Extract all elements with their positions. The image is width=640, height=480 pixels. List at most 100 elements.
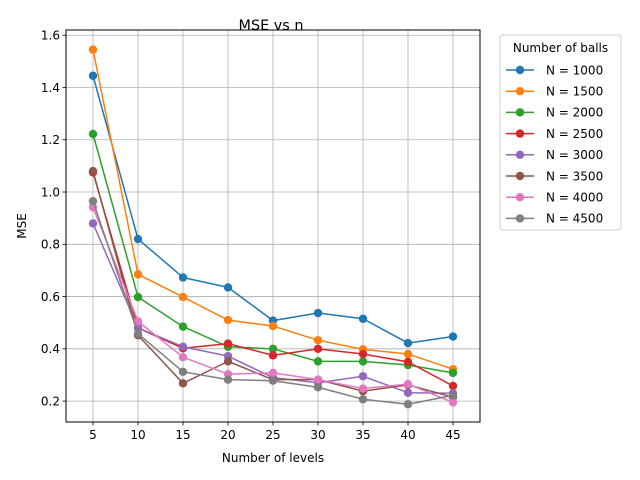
axis-ticks: 5 10 15 20 25 30 35 40 45 0.2 0.4 0.6 0.8 1.0 1.2 1.4 1.… xyxy=(41,29,461,442)
data-point xyxy=(178,342,188,351)
data-point xyxy=(223,375,233,384)
series-layer xyxy=(88,45,458,409)
data-point xyxy=(448,332,458,341)
legend-label: N = 1000 xyxy=(546,63,603,77)
x-tick-label: 40 xyxy=(400,428,415,442)
data-point xyxy=(358,384,368,393)
x-tick-label: 5 xyxy=(89,428,97,442)
data-point xyxy=(313,308,323,318)
series-2 xyxy=(88,45,458,374)
data-point xyxy=(268,376,278,385)
data-point xyxy=(403,379,413,389)
legend-label: N = 2500 xyxy=(546,127,603,141)
x-tick-label: 45 xyxy=(445,428,460,442)
legend-marker xyxy=(515,171,525,181)
x-tick-label: 35 xyxy=(355,428,370,442)
legend-marker xyxy=(515,193,525,202)
legend-entry: N = 2500 xyxy=(506,127,603,141)
data-point xyxy=(268,344,278,354)
y-tick-label: 0.8 xyxy=(41,238,60,252)
x-tick-label: 30 xyxy=(310,428,325,442)
legend-items: N = 1000 N = 1500 N = 2000 N = 2500 N = 3000… xyxy=(506,63,603,226)
data-point xyxy=(403,357,413,367)
data-point xyxy=(223,339,233,348)
y-tick-label: 1.0 xyxy=(41,185,60,199)
y-tick-label: 1.2 xyxy=(41,133,60,147)
x-axis-label: Number of levels xyxy=(222,451,324,465)
data-point xyxy=(448,391,458,400)
legend-frame xyxy=(499,34,622,231)
data-point xyxy=(178,379,188,388)
y-tick-label: 1.4 xyxy=(41,81,60,95)
legend: Number of balls N = 1000 N = 1500 N = 2000… xyxy=(499,34,622,231)
y-tick-label: 0.2 xyxy=(41,394,60,408)
x-tick-label: 25 xyxy=(265,428,280,442)
series-1 xyxy=(88,71,458,348)
data-point xyxy=(88,129,98,139)
legend-entry: N = 4500 xyxy=(506,212,603,226)
data-point xyxy=(223,315,233,325)
data-point xyxy=(448,381,458,391)
series-7 xyxy=(88,202,458,407)
legend-label: N = 4000 xyxy=(546,191,603,205)
data-point xyxy=(133,234,143,244)
y-tick-label: 0.4 xyxy=(41,342,60,356)
legend-marker xyxy=(515,150,525,159)
x-tick-label: 10 xyxy=(130,428,145,442)
legend-entry: N = 3500 xyxy=(506,169,603,183)
data-point xyxy=(88,166,98,176)
data-point xyxy=(88,219,98,228)
data-point xyxy=(178,292,188,302)
legend-label: N = 1500 xyxy=(546,85,603,99)
data-point xyxy=(358,395,368,404)
legend-entry: N = 1500 xyxy=(506,85,603,99)
y-tick-label: 0.6 xyxy=(41,290,60,304)
data-point xyxy=(313,357,323,366)
y-tick-label: 1.6 xyxy=(41,29,60,43)
legend-marker xyxy=(515,214,525,223)
data-point xyxy=(358,357,368,366)
data-point xyxy=(313,336,323,345)
data-point xyxy=(88,196,98,206)
data-point xyxy=(133,329,143,338)
x-tick-label: 20 xyxy=(220,428,235,442)
legend-label: N = 4500 xyxy=(546,212,603,226)
data-point xyxy=(178,352,188,362)
data-point xyxy=(403,400,413,409)
data-point xyxy=(268,351,278,360)
data-point xyxy=(313,344,323,354)
x-tick-label: 15 xyxy=(175,428,190,442)
data-point xyxy=(403,349,413,359)
legend-label: N = 3500 xyxy=(546,169,603,183)
data-point xyxy=(448,398,458,407)
data-point xyxy=(88,45,98,54)
legend-entry: N = 4000 xyxy=(506,191,603,205)
legend-title: Number of balls xyxy=(513,41,608,55)
legend-marker xyxy=(515,108,525,117)
data-point xyxy=(313,375,323,384)
legend-entry: N = 2000 xyxy=(506,106,603,120)
data-point xyxy=(88,71,98,80)
data-point xyxy=(358,372,368,381)
data-point xyxy=(133,292,143,302)
data-point xyxy=(223,283,233,292)
legend-entry: N = 3000 xyxy=(506,148,603,162)
data-point xyxy=(178,367,188,377)
data-point xyxy=(358,349,368,359)
data-point xyxy=(223,357,233,366)
data-point xyxy=(268,368,278,378)
series-8 xyxy=(88,196,458,409)
data-point xyxy=(313,383,323,392)
y-axis-label: MSE xyxy=(15,213,29,239)
legend-marker xyxy=(515,87,525,96)
legend-label: N = 3000 xyxy=(546,148,603,162)
data-point xyxy=(133,270,143,279)
data-point xyxy=(403,388,413,397)
plot-area-frame xyxy=(65,29,481,423)
data-point xyxy=(403,338,413,348)
legend-entry: N = 1000 xyxy=(506,63,603,77)
chart-title: MSE vs n xyxy=(239,18,304,34)
data-point xyxy=(268,321,278,331)
data-point xyxy=(358,314,368,323)
